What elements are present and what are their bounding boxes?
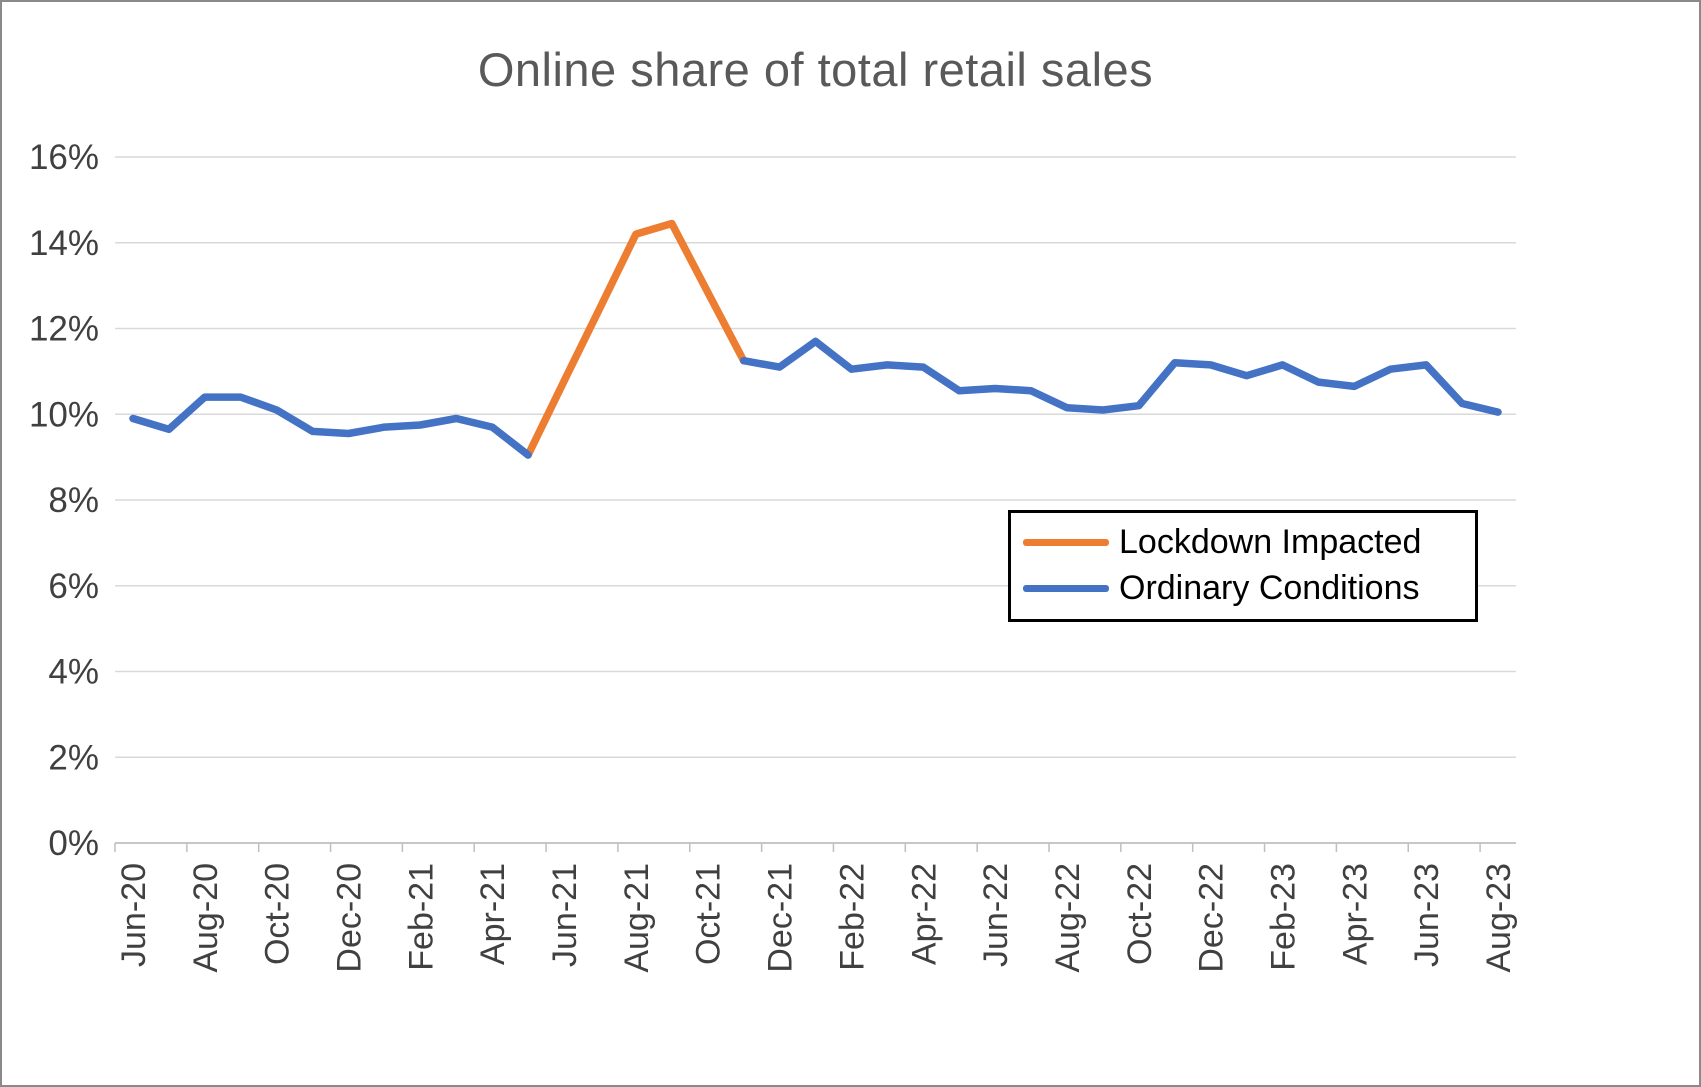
x-tick-label: Aug-23 [1480, 863, 1518, 973]
legend-item-lockdown-impacted: Lockdown Impacted [1023, 521, 1461, 563]
x-tick-label: Jun-21 [546, 863, 584, 967]
legend-label-lockdown-impacted: Lockdown Impacted [1119, 522, 1422, 561]
y-tick-label: 2% [48, 738, 99, 777]
x-tick-label: Feb-21 [402, 863, 440, 971]
x-tick-label: Oct-22 [1121, 863, 1159, 965]
chart-title: Online share of total retail sales [477, 43, 1154, 96]
x-tick-label: Jun-20 [115, 863, 153, 967]
y-tick-label: 16% [29, 138, 99, 177]
y-tick-label: 14% [29, 224, 99, 263]
y-tick-label: 0% [48, 824, 99, 863]
x-tick-label: Dec-21 [762, 863, 800, 973]
x-tick-label: Jun-22 [977, 863, 1015, 967]
x-tick-label: Aug-21 [618, 863, 656, 973]
legend-swatch-lockdown-impacted [1023, 538, 1109, 546]
x-tick-label: Aug-20 [187, 863, 225, 973]
y-tick-label: 12% [29, 310, 99, 349]
y-tick-label: 6% [48, 567, 99, 606]
x-tick-label: Apr-23 [1336, 863, 1374, 965]
x-tick-label: Feb-23 [1265, 863, 1303, 971]
legend-swatch-ordinary-conditions [1023, 584, 1109, 592]
x-tick-label: Oct-21 [690, 863, 728, 965]
x-tick-label: Apr-21 [474, 863, 512, 965]
x-tick-label: Apr-22 [905, 863, 943, 965]
legend-item-ordinary-conditions: Ordinary Conditions [1023, 567, 1461, 609]
series-line-lockdown-impacted [524, 219, 748, 459]
x-tick-label: Oct-20 [259, 863, 297, 965]
series-line-ordinary-conditions [739, 337, 1502, 416]
x-tick-label: Feb-22 [833, 863, 871, 971]
x-tick-label: Jun-23 [1408, 863, 1446, 967]
x-tick-label: Aug-22 [1049, 863, 1087, 973]
y-tick-label: 8% [48, 481, 99, 520]
chart-legend: Lockdown Impacted Ordinary Conditions [1008, 510, 1478, 622]
y-tick-label: 4% [48, 653, 99, 692]
series-line-ordinary-conditions [129, 393, 532, 459]
legend-label-ordinary-conditions: Ordinary Conditions [1119, 568, 1420, 607]
x-tick-label: Dec-20 [331, 863, 369, 973]
x-tick-label: Dec-22 [1193, 863, 1231, 973]
y-tick-label: 10% [29, 395, 99, 434]
